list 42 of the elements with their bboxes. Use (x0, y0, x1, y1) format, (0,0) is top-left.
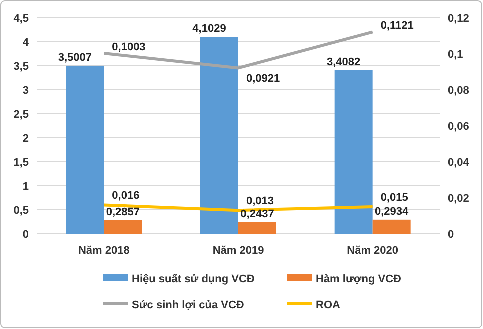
bar (372, 220, 411, 234)
y-tick-label: 4,5 (14, 12, 29, 25)
y-tick-label: 0 (22, 228, 29, 241)
x-tick-label: Năm 2018 (78, 245, 130, 257)
data-label: 0,013 (246, 196, 274, 208)
y2-tick-label: 0,12 (448, 12, 470, 25)
data-label: 0,2857 (106, 206, 140, 218)
y-tick-label: 0,5 (14, 204, 29, 217)
legend-label: ROA (316, 299, 340, 312)
x-tick-label: Năm 2020 (347, 245, 399, 257)
y2-tick-label: 0,06 (448, 120, 470, 133)
y2-tick-label: 0,1 (448, 48, 464, 61)
bar (334, 70, 373, 234)
bar (66, 66, 104, 234)
y2-tick-label: 0,08 (448, 84, 470, 97)
x-tick-label: Năm 2019 (212, 245, 264, 257)
data-label: 0,2934 (375, 206, 410, 218)
data-label: 3,4082 (327, 56, 361, 68)
data-label: 0,016 (112, 190, 140, 202)
data-label: 0,2437 (240, 208, 274, 220)
data-label: 3,5007 (58, 52, 92, 64)
y-tick-label: 3,5 (14, 60, 29, 73)
data-label: 4,1029 (192, 23, 226, 36)
y2-tick-label: 0 (448, 228, 454, 241)
data-label: 0,015 (380, 192, 408, 204)
legend-label: Sức sinh lợi của VCĐ (132, 299, 244, 312)
bar (200, 37, 238, 234)
y-tick-label: 1 (22, 180, 29, 193)
y-tick-label: 2 (22, 132, 29, 145)
y-tick-label: 3 (22, 84, 29, 97)
bar (104, 220, 142, 234)
y-tick-label: 2,5 (14, 108, 29, 121)
bar (238, 222, 276, 234)
data-label: 0,0921 (246, 73, 280, 86)
legend-label: Hiệu suất sử dụng VCĐ (132, 273, 255, 286)
y2-tick-label: 0,04 (448, 156, 470, 169)
data-label: 0,1003 (112, 41, 146, 54)
legend-label: Hàm lượng VCĐ (316, 273, 402, 286)
y2-tick-label: 0,02 (448, 192, 470, 205)
y-tick-label: 1,5 (14, 156, 29, 169)
y-tick-label: 4 (22, 36, 30, 49)
data-label: 0,1121 (380, 20, 414, 32)
